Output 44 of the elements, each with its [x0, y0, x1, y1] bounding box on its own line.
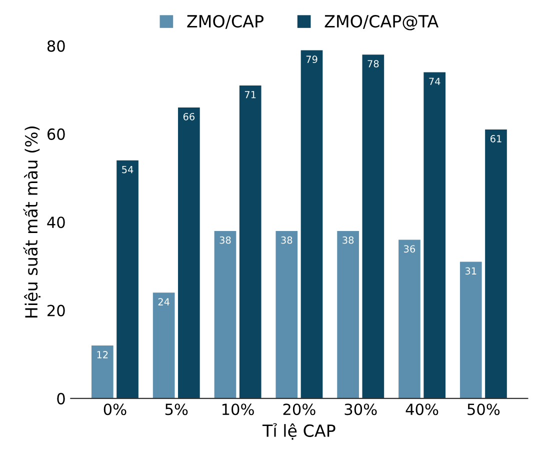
x-tick-label: 20%	[283, 404, 316, 416]
legend-label: ZMO/CAP@TA	[324, 14, 438, 30]
bar	[398, 240, 420, 398]
data-label: 66	[183, 112, 195, 120]
y-axis-title: Hiệu suất mất màu (%)	[23, 126, 40, 318]
y-tick-label: 60	[47, 128, 65, 140]
data-label: 54	[122, 166, 134, 174]
bar	[362, 54, 384, 398]
data-label: 74	[429, 78, 440, 85]
bar	[91, 346, 114, 398]
data-label: 38	[220, 236, 231, 244]
bar	[116, 160, 138, 398]
bar	[300, 50, 323, 398]
x-tick-label: 10%	[222, 404, 254, 416]
y-tick-label: 80	[47, 40, 65, 52]
x-tick-label: 30%	[344, 404, 377, 416]
data-label: 24	[158, 298, 170, 306]
y-tick-label: 20	[48, 304, 65, 316]
bar	[214, 230, 236, 398]
x-tick-label: 40%	[406, 404, 438, 416]
bar	[152, 292, 175, 398]
legend-label: ZMO/CAP	[187, 14, 264, 29]
data-label: 38	[342, 236, 354, 244]
bar	[337, 230, 359, 398]
bar	[178, 108, 200, 398]
y-tick-label: 0	[57, 392, 65, 404]
x-tick-label: 50%	[468, 404, 500, 416]
x-axis-title: Tỉ lệ CAP	[262, 423, 336, 440]
bar	[460, 262, 482, 398]
data-label: 12	[97, 351, 108, 358]
data-label: 36	[404, 245, 416, 253]
x-tick-label: 0%	[104, 404, 126, 416]
bar	[276, 230, 298, 398]
data-label: 71	[244, 91, 256, 98]
data-label: 78	[368, 60, 379, 68]
bar	[424, 72, 446, 398]
y-tick-label: 40	[47, 216, 65, 228]
data-label: 31	[465, 267, 476, 275]
x-tick-label: 5%	[165, 404, 188, 416]
bar	[239, 85, 262, 398]
data-label: 79	[306, 56, 318, 64]
data-label: 38	[281, 236, 292, 244]
bar	[485, 130, 507, 398]
data-label: 61	[490, 135, 502, 142]
